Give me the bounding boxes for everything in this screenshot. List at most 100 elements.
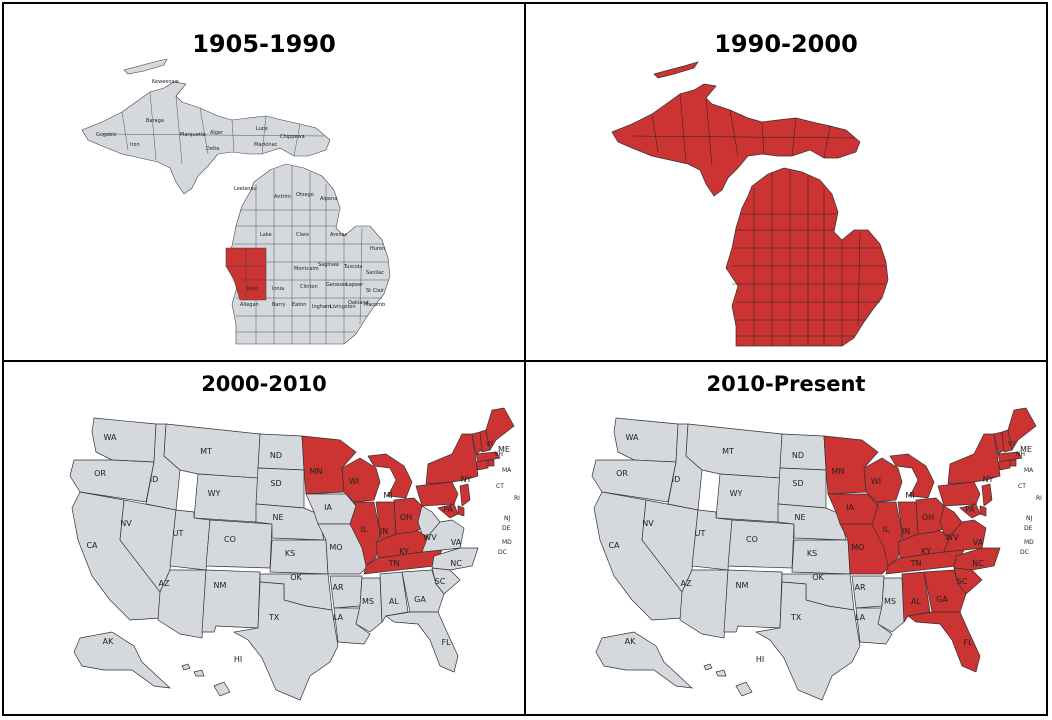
state-label-md: MD	[502, 539, 512, 546]
state-label-mo: MO	[329, 543, 342, 552]
state-ar	[851, 575, 885, 609]
panel-title-2010-present: 2010-Present	[706, 372, 866, 396]
state-label-nh: NH	[1016, 451, 1025, 458]
state-label-mt: MT	[200, 447, 212, 456]
state-label-fl: FL	[441, 638, 451, 647]
state-label-or: OR	[94, 469, 106, 478]
label-st-clair: St Clair	[366, 288, 385, 294]
state-co	[205, 519, 273, 569]
lower-peninsula-red	[725, 167, 889, 347]
state-label-mt: MT	[722, 447, 734, 456]
state-label-nv: NV	[642, 519, 654, 528]
state-label-de: DE	[1024, 525, 1033, 532]
state-label-tx: TX	[268, 613, 280, 622]
label-huron: Huron	[370, 246, 385, 252]
panel-michigan-1990-2000: 1990-2000	[526, 4, 1046, 360]
state-label-mi: MI	[383, 491, 392, 500]
panel-title-1990-2000: 1990-2000	[714, 30, 858, 58]
panel-title-2000-2010: 2000-2010	[201, 372, 327, 396]
state-label-tn: TN	[388, 559, 400, 568]
state-label-ut: UT	[173, 529, 184, 538]
state-label-nm: NM	[736, 581, 749, 590]
state-label-nm: NM	[214, 581, 227, 590]
label-clinton: Clinton	[300, 284, 318, 290]
state-label-ga: GA	[414, 595, 426, 604]
state-co	[727, 519, 795, 569]
us-states: WA OR CA ID NV MT WY UT AZ CO NM ND SD NE KS OK TX MN IA MO…	[69, 407, 520, 701]
state-wi	[863, 457, 903, 503]
state-label-nv: NV	[120, 519, 132, 528]
state-label-ia: IA	[846, 503, 854, 512]
state-label-mi: MI	[905, 491, 914, 500]
state-label-al: AL	[911, 597, 921, 606]
state-va	[943, 519, 987, 553]
state-label-wi: WI	[871, 477, 881, 486]
state-ne	[255, 503, 325, 541]
state-label-ar: AR	[332, 583, 343, 592]
state-label-md: MD	[1024, 539, 1034, 546]
label-saginaw: Saginaw	[318, 262, 339, 268]
state-label-il: IL	[361, 525, 368, 534]
state-label-pa: PA	[965, 505, 975, 514]
label-gogebic: Gogebic	[96, 132, 117, 138]
state-label-id: ID	[150, 475, 159, 484]
state-or	[591, 459, 677, 503]
label-kent: Kent	[247, 286, 258, 292]
state-label-nd: ND	[792, 451, 804, 460]
state-ks	[791, 539, 851, 575]
state-label-tx: TX	[790, 613, 802, 622]
state-ct	[475, 459, 489, 471]
state-ks	[269, 539, 329, 575]
state-wy	[193, 473, 259, 523]
state-fl	[385, 611, 459, 673]
state-label-wy: WY	[730, 489, 743, 498]
state-label-sc: SC	[957, 577, 968, 586]
label-otsego: Otsego	[296, 192, 314, 198]
label-keweenaw: Keweenaw	[152, 79, 179, 85]
state-ut	[691, 509, 733, 571]
label-ingham: Ingham	[312, 304, 331, 310]
state-label-ia: IA	[324, 503, 332, 512]
state-label-ca: CA	[86, 541, 98, 550]
highlighted-county-lines	[226, 248, 266, 300]
state-label-la: LA	[855, 613, 866, 622]
state-label-dc: DC	[498, 549, 507, 556]
us-states: WA OR CA ID NV MT WY UT AZ CO NM ND SD NE KS OK TX MN IA MO…	[591, 407, 1042, 701]
state-label-ak: AK	[103, 637, 114, 646]
state-label-me: ME	[1020, 445, 1032, 454]
isle-royale	[123, 58, 168, 75]
state-label-sc: SC	[435, 577, 446, 586]
upper-peninsula-red	[611, 83, 861, 197]
vertical-divider	[524, 4, 526, 714]
state-label-nh: NH	[494, 451, 503, 458]
state-ny	[947, 433, 1001, 485]
state-label-oh: OH	[922, 513, 934, 522]
label-tuscola: Tuscola	[343, 264, 362, 270]
state-ak	[73, 631, 172, 689]
isle-royale-red	[653, 61, 699, 79]
state-ma	[475, 451, 501, 463]
michigan-county-labels: Keweenaw Gogebic Iron Baraga Marquette A…	[96, 79, 385, 310]
state-label-va: VA	[451, 538, 462, 547]
state-label-fl: FL	[963, 638, 973, 647]
label-ionia: Ionia	[272, 286, 284, 292]
state-ma	[997, 451, 1023, 463]
state-label-tn: TN	[910, 559, 922, 568]
label-genesee: Genesee	[326, 282, 348, 288]
state-wa	[91, 417, 157, 463]
state-label-ri: RI	[1036, 495, 1042, 502]
upper-peninsula	[81, 81, 331, 195]
label-allegan: Allegan	[240, 302, 259, 308]
state-label-ri: RI	[514, 495, 520, 502]
state-label-oh: OH	[400, 513, 412, 522]
state-label-or: OR	[616, 469, 628, 478]
state-label-ks: KS	[285, 549, 295, 558]
state-wa	[613, 417, 679, 463]
label-livingston: Livingston	[330, 304, 356, 310]
state-label-co: CO	[746, 535, 758, 544]
state-hi	[703, 663, 753, 697]
label-sanilac: Sanilac	[366, 270, 384, 276]
state-fl	[907, 611, 981, 673]
state-tx	[754, 581, 861, 701]
label-oakland: Oakland	[348, 300, 369, 306]
